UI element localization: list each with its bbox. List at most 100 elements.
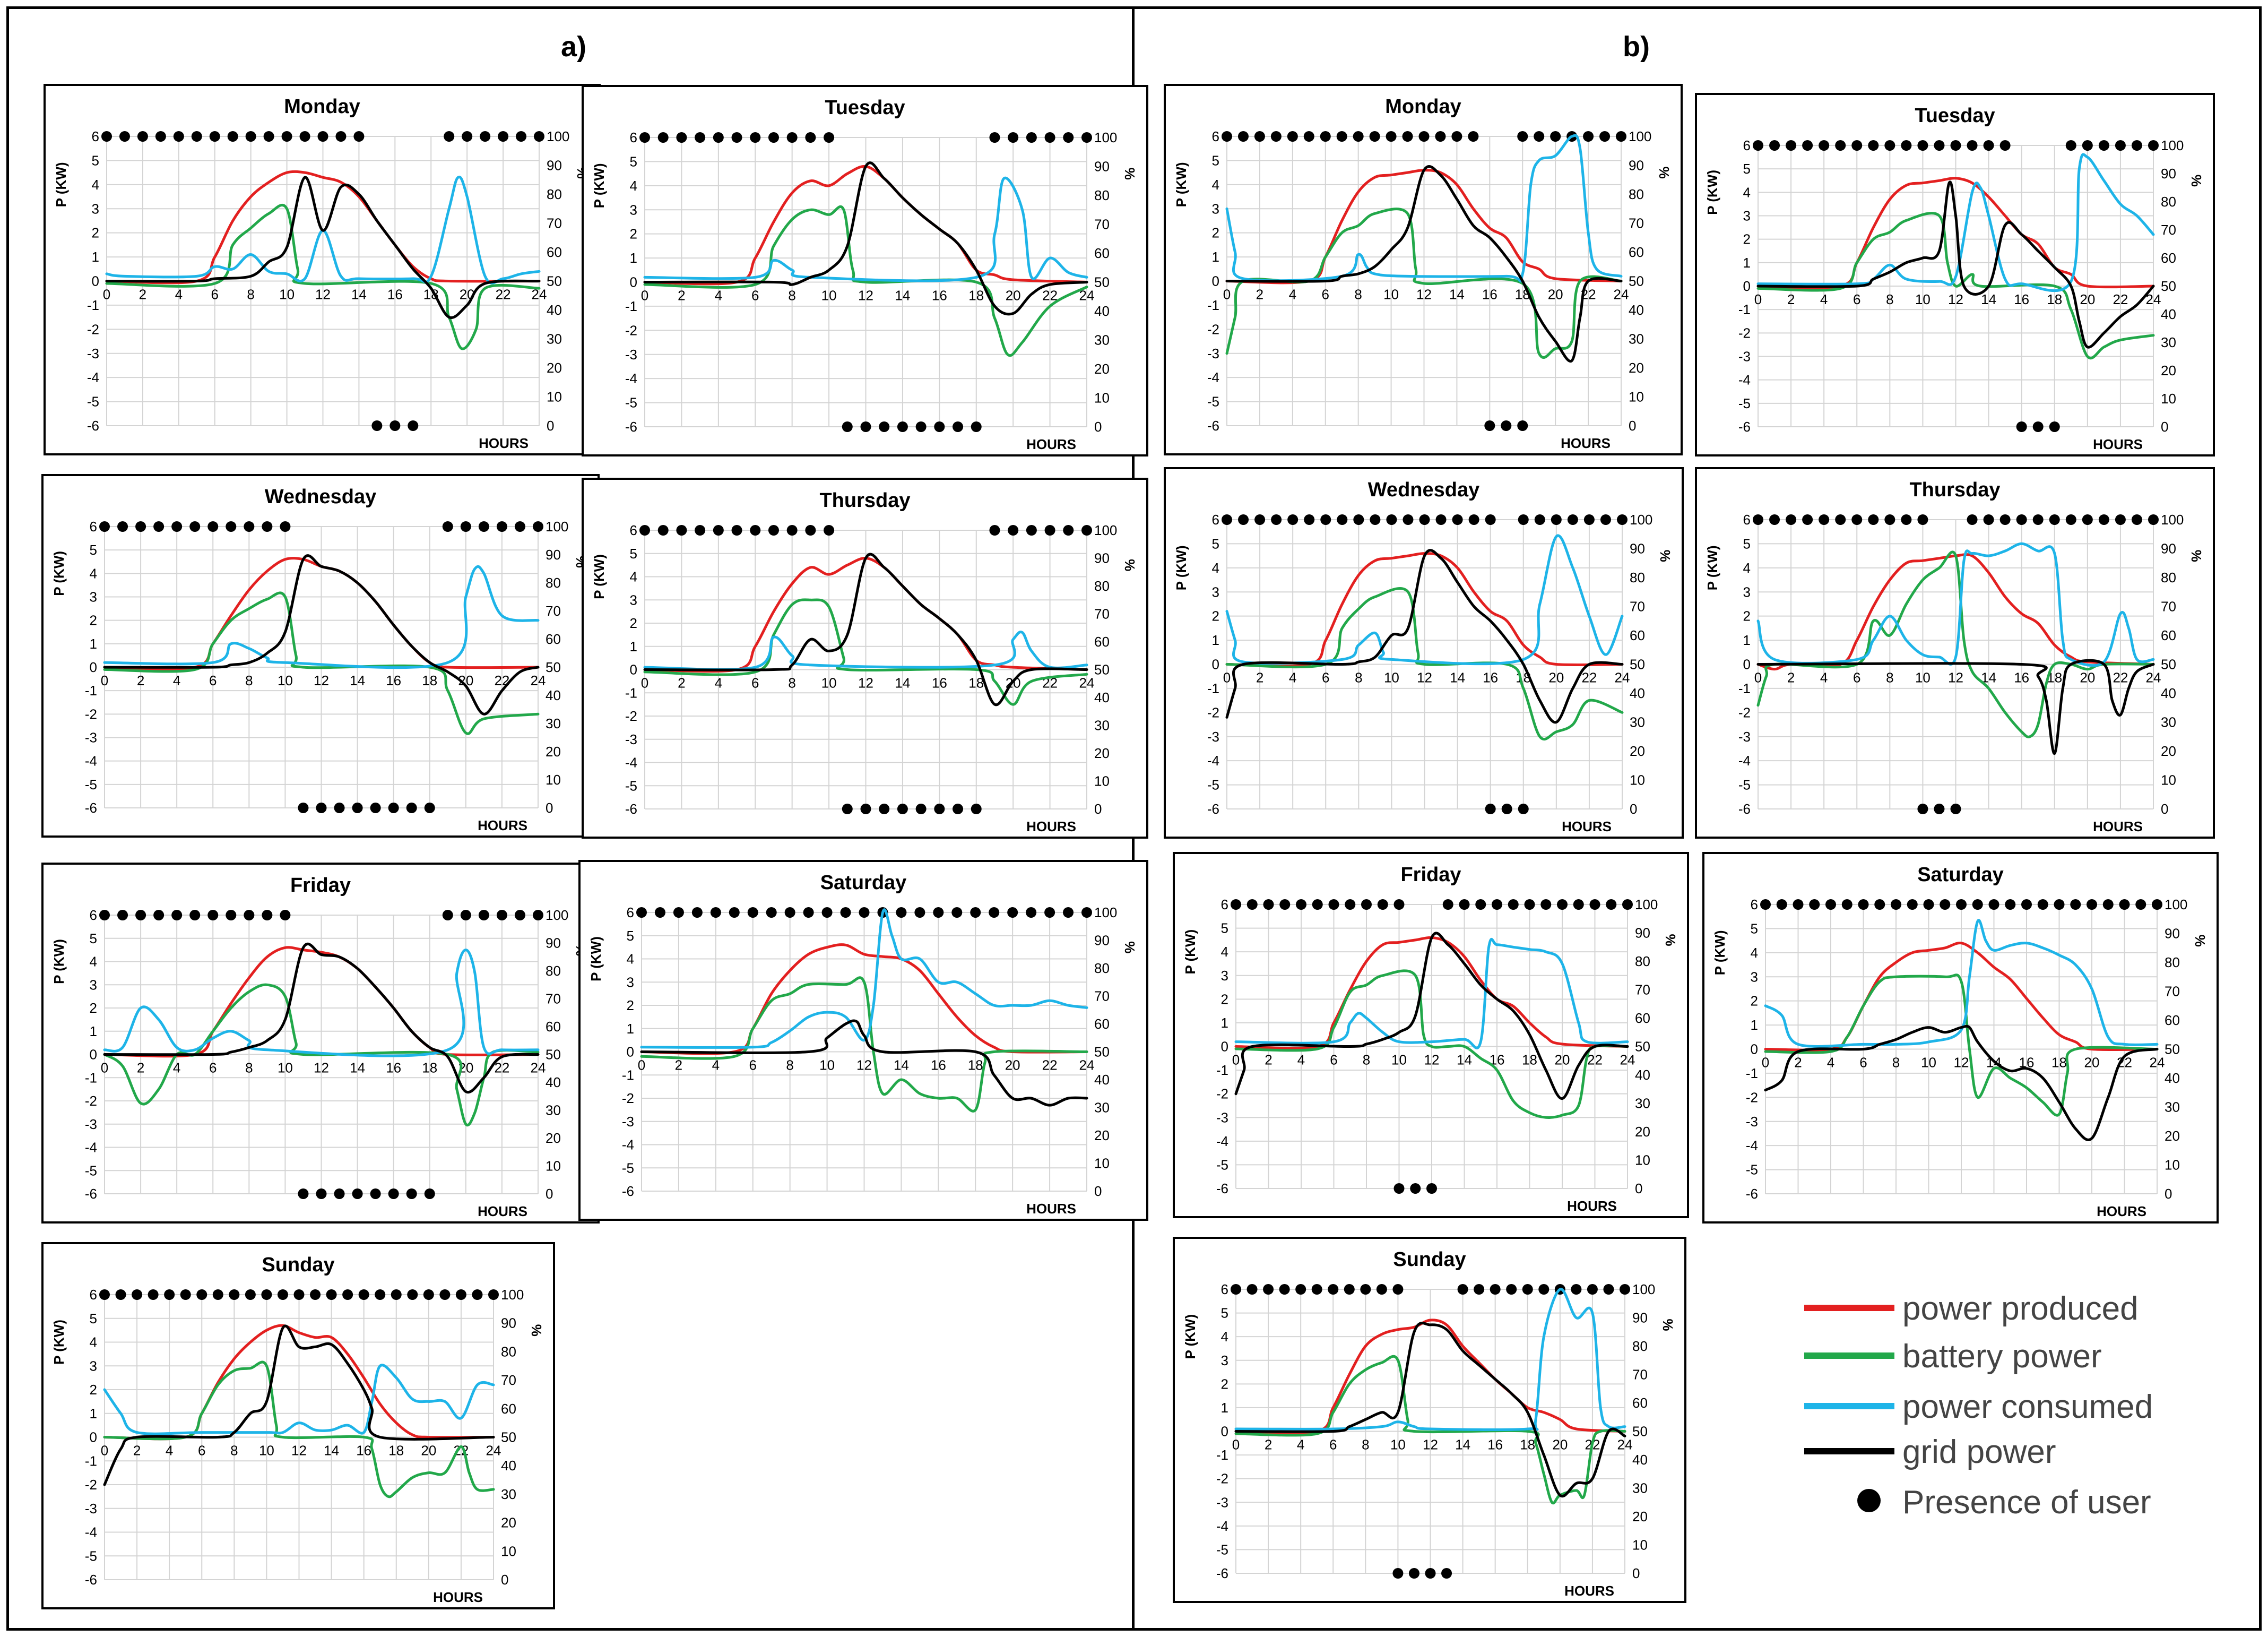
y-tick-label: -2: [1207, 321, 1219, 337]
y-tick-label: -3: [85, 1501, 97, 1517]
y-right-tick-label: 10: [1632, 1537, 1648, 1553]
x-tick-label: 16: [1482, 287, 1497, 303]
y-tick-label: 5: [90, 1311, 97, 1326]
x-tick-label: 24: [486, 1443, 501, 1459]
x-tick-label: 12: [1417, 670, 1432, 686]
presence-dot-top: [1237, 131, 1249, 142]
presence-dot-top: [358, 1289, 369, 1300]
y-right-tick-label: 10: [1094, 1156, 1110, 1171]
presence-dot-bottom: [915, 421, 927, 432]
presence-dot-top: [1026, 132, 1037, 143]
y-right-tick-label: 50: [2165, 1041, 2180, 1057]
y-tick-label: -5: [85, 777, 97, 792]
legend-swatch-grid-power: [1804, 1448, 1894, 1454]
legend: power produced battery power power consu…: [1804, 1290, 2229, 1555]
legend-swatch-power-consumed: [1804, 1403, 1894, 1409]
presence-dot-top: [1587, 1284, 1598, 1295]
y-axis-label: P (KW): [1173, 162, 1189, 207]
y-tick-label: 0: [1212, 273, 1219, 289]
y-right-tick-label: 70: [546, 991, 561, 1007]
presence-dot-bottom: [316, 1188, 327, 1199]
y-tick-label: -3: [1738, 729, 1751, 745]
series-line-power-produced: [643, 165, 1088, 286]
presence-dot-top: [2065, 514, 2076, 525]
series-line-grid-power: [1225, 549, 1624, 724]
y-tick-label: -4: [1207, 753, 1219, 769]
y-right-tick-label: 80: [1629, 186, 1644, 202]
y-tick-label: -1: [85, 683, 97, 699]
x-tick-label: 20: [2084, 1055, 2100, 1071]
presence-dot-top: [768, 132, 779, 143]
y-right-tick-label: 90: [1094, 159, 1110, 175]
y-right-tick-label: 0: [501, 1572, 508, 1588]
presence-dot-bottom: [352, 1188, 363, 1199]
presence-dot-top: [1950, 140, 1961, 151]
presence-dot-top: [472, 1289, 483, 1300]
series-line-battery-power: [1225, 587, 1624, 741]
y-tick-label: 3: [92, 201, 99, 217]
presence-dot-top: [1988, 899, 1999, 910]
gridlines: [1765, 904, 2158, 1194]
y-tick-label: -6: [85, 1572, 97, 1588]
y-tick-label: -3: [85, 730, 97, 746]
presence-dot-top: [1345, 899, 1356, 910]
presence-dot-top: [135, 910, 146, 920]
x-tick-label: 16: [1487, 1437, 1503, 1453]
presence-dot-top: [784, 907, 795, 918]
presence-dot-top: [1760, 899, 1771, 910]
y-tick-label: 6: [627, 904, 634, 920]
presence-dot-bottom: [953, 804, 964, 814]
presence-dot-top: [1361, 899, 1372, 910]
y-tick-label: 3: [90, 977, 97, 993]
y-tick-label: -4: [1738, 372, 1751, 388]
y-tick-label: 6: [1221, 897, 1228, 912]
presence-dot-top: [1551, 514, 1562, 525]
x-tick-label: 16: [1483, 670, 1498, 686]
series-line-battery-power: [1764, 973, 2159, 1117]
presence-dot-bottom: [915, 804, 927, 814]
presence-dot-bottom: [934, 421, 945, 432]
x-tick-label: 10: [819, 1057, 835, 1073]
presence-dot-top: [1451, 131, 1462, 142]
presence-dot-top: [639, 525, 650, 536]
y-right-tick-label: 80: [547, 186, 562, 202]
x-tick-label: 18: [422, 1060, 437, 1076]
presence-dot-top: [326, 1289, 337, 1300]
presence-dot-top: [244, 521, 255, 532]
presence-dot-top: [1550, 131, 1561, 142]
y-tick-label: 1: [1221, 1400, 1228, 1416]
x-tick-label: 4: [1297, 1437, 1304, 1453]
y-tick-label: -4: [622, 1137, 634, 1153]
y-tick-label: 0: [1743, 657, 1751, 673]
x-tick-label: 8: [1362, 1437, 1369, 1453]
y-tick-label: -2: [625, 708, 637, 724]
y-tick-label: 3: [90, 1358, 97, 1374]
y-right-tick-label: 30: [1094, 718, 1110, 734]
y-right-tick-label: 0: [1635, 1181, 1642, 1196]
y-right-tick-label: 20: [1094, 1127, 1110, 1143]
presence-dot-top: [1287, 514, 1299, 525]
y-tick-label: 2: [1751, 993, 1758, 1009]
presence-dot-top: [1263, 899, 1274, 910]
x-tick-label: 14: [1455, 1437, 1470, 1453]
x-tick-label: 18: [968, 1057, 983, 1073]
presence-dot-top: [1328, 1284, 1339, 1295]
y-right-tick-label: 20: [546, 744, 561, 760]
presence-dot-top: [244, 910, 255, 920]
presence-dot-top: [824, 132, 835, 143]
presence-dot-top: [1403, 514, 1414, 525]
y-right-tick-label: 60: [546, 631, 561, 647]
y-right-tick-label: 50: [547, 273, 562, 289]
series-line-battery-power: [643, 205, 1088, 357]
series-line-grid-power: [1234, 932, 1629, 1100]
presence-dot-top: [1753, 514, 1763, 525]
presence-dot-top: [805, 525, 816, 536]
y-right-tick-label: 100: [547, 128, 569, 144]
y-tick-label: 2: [90, 613, 97, 628]
presence-dot-bottom: [1501, 420, 1512, 431]
y-tick-label: -2: [1216, 1471, 1228, 1487]
presence-dot-top: [480, 131, 491, 142]
y-tick-label: 1: [90, 636, 97, 652]
presence-dot-top: [1320, 514, 1331, 525]
x-tick-label: 16: [931, 1057, 946, 1073]
